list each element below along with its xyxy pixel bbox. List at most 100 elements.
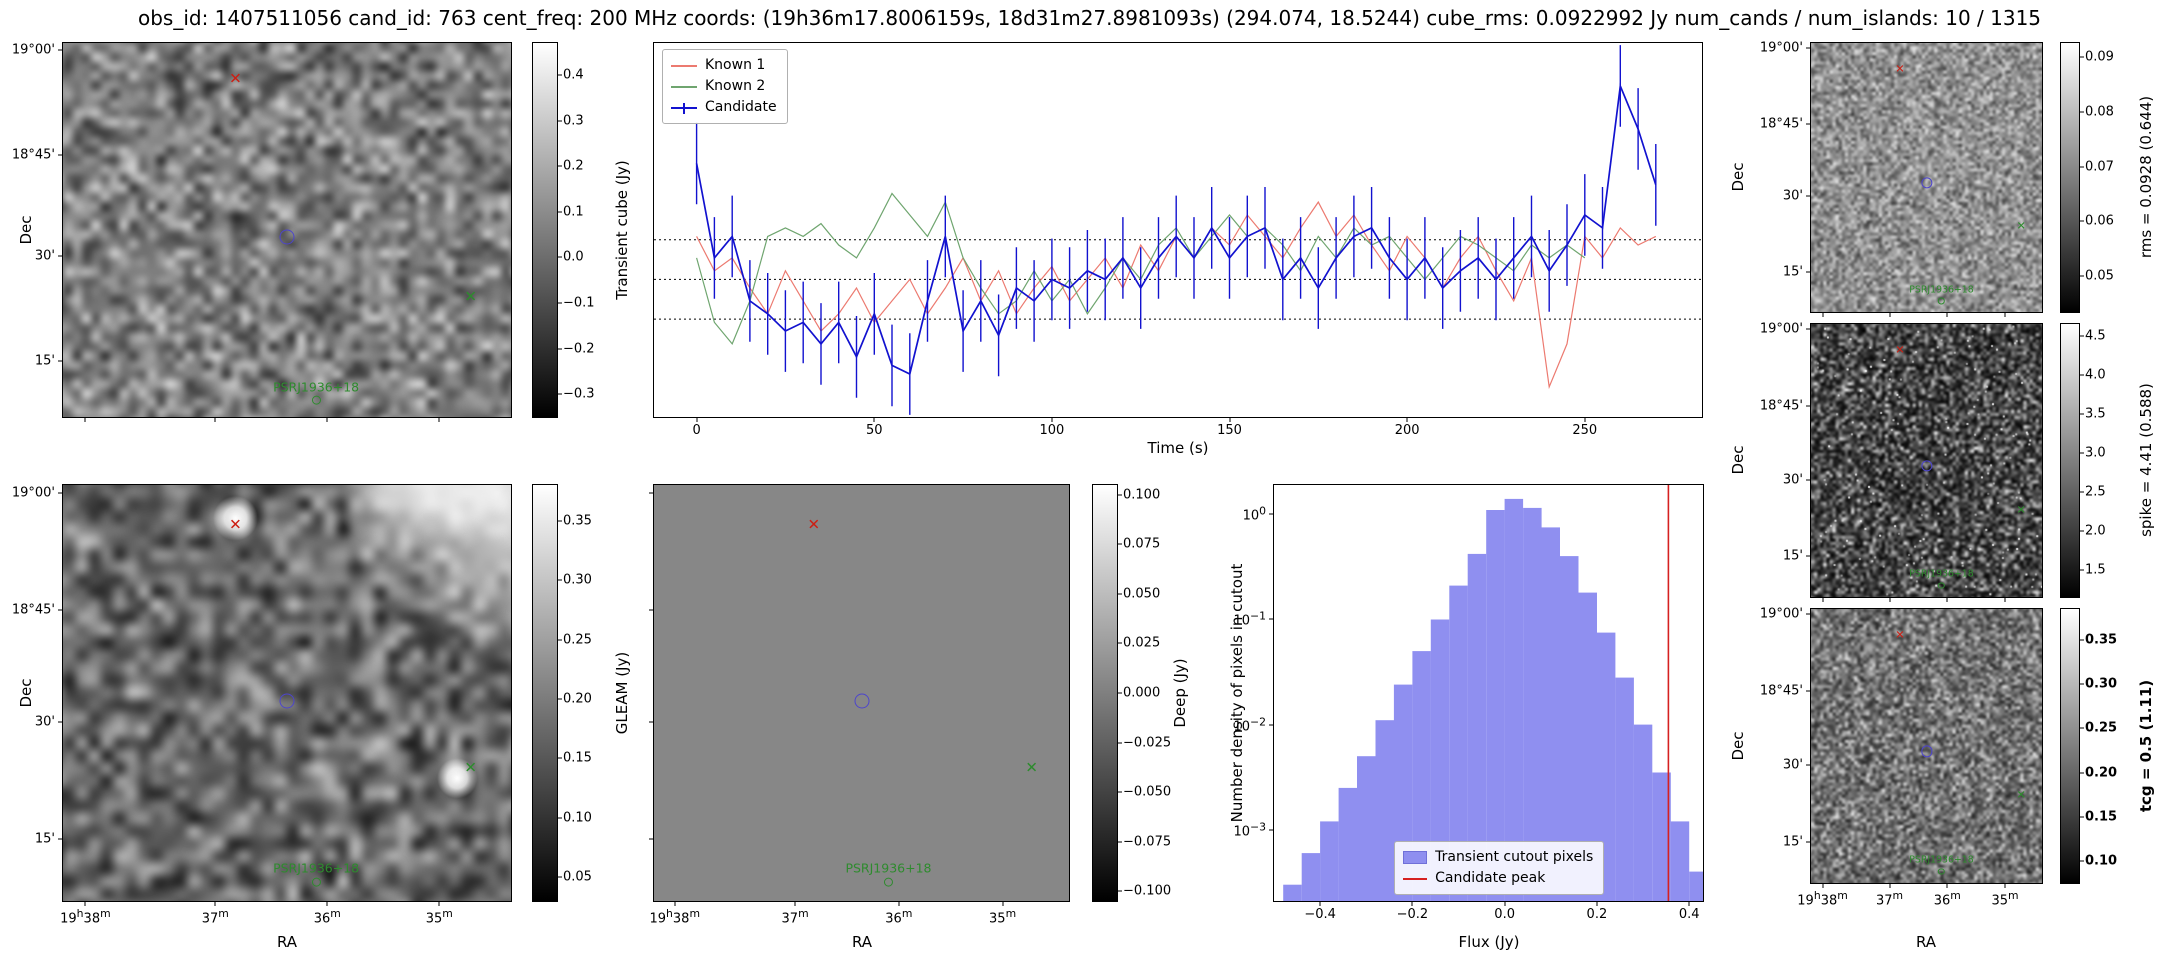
histogram-bar	[1596, 632, 1616, 901]
colorbar-tick: 0.30	[2085, 676, 2118, 692]
known-source-x-marker: ✕	[2016, 788, 2026, 802]
tick-mark	[1002, 901, 1004, 906]
dec-tick: 30'	[34, 714, 55, 730]
tick-mark	[326, 901, 328, 906]
tick-mark	[2079, 491, 2084, 493]
pulsar-marker: PSRJ1936+18	[845, 861, 931, 887]
colorbar-tick: 2.5	[2085, 484, 2106, 500]
known-source-x-marker: ✕	[1025, 758, 1038, 777]
histogram-bar	[1578, 592, 1597, 901]
colorbar-tick: 1.5	[2085, 562, 2106, 578]
colorbar-label-gleam: GLEAM (Jy)	[613, 651, 631, 735]
dec-axis-label: Dec	[1729, 445, 1747, 475]
tick-mark	[1806, 841, 1811, 843]
candidate-contour	[1920, 177, 1933, 189]
colorbar-tick: 0.25	[2085, 720, 2118, 736]
tick-mark	[438, 417, 440, 422]
tick-mark	[1411, 901, 1413, 906]
dec-axis-label: Dec	[17, 678, 35, 708]
tick-mark	[214, 417, 216, 422]
tick-mark	[557, 639, 562, 640]
tick-mark	[58, 838, 63, 840]
tick-mark	[1806, 613, 1811, 615]
tick-mark	[1117, 742, 1122, 744]
colorbar-tick: 0.10	[2085, 853, 2118, 869]
deep-image	[654, 485, 1069, 901]
density-tick: 10−3	[1233, 820, 1266, 840]
tick-mark	[557, 698, 562, 700]
tick-mark	[1269, 513, 1274, 515]
dec-tick: 15'	[1782, 264, 1803, 280]
tick-mark	[84, 417, 86, 422]
tick-mark	[2004, 597, 2006, 602]
ra-tick: 35m	[1991, 889, 2019, 909]
legend-entry: Known 2	[671, 76, 777, 97]
dec-tick: 18°45'	[1759, 398, 1803, 414]
tick-mark	[557, 520, 562, 522]
tick-mark	[1806, 195, 1811, 197]
legend-entry: Candidate	[671, 97, 777, 118]
tick-mark	[2079, 639, 2084, 641]
tick-mark	[2079, 860, 2084, 862]
gleam-noise-image	[63, 485, 511, 901]
tick-mark	[2079, 452, 2084, 454]
tick-mark	[1822, 597, 1824, 602]
tick-mark	[1117, 692, 1122, 694]
tick-mark	[1806, 123, 1811, 125]
legend-entry: Transient cutout pixels	[1403, 847, 1593, 868]
rms-colorbar: 0.09 0.08 0.07 0.06 0.05	[2060, 42, 2114, 313]
colorbar-tick: 0.100	[1123, 487, 1161, 503]
pulsar-marker: PSRJ1936+18	[273, 380, 359, 406]
legend-label: Known 1	[705, 57, 766, 73]
tick-mark	[1117, 791, 1122, 793]
spike-colorbar: 4.5 4.0 3.5 3.0 2.5 2.0 1.5	[2060, 323, 2106, 598]
tick-mark	[557, 256, 562, 258]
dec-tick: 30'	[34, 248, 55, 264]
colorbar-tick: 4.0	[2085, 367, 2106, 383]
dec-tick: 18°45'	[1759, 116, 1803, 132]
tick-mark	[2079, 374, 2084, 376]
tick-mark	[1889, 883, 1891, 888]
flux-histogram-plot: −0.4 −0.2 0.0 0.2 0.4 100 10−1 10−2 10−3 Transien…	[1233, 484, 1704, 922]
colorbar-tick: 3.0	[2085, 445, 2106, 461]
dec-axis-label: Dec	[1729, 162, 1747, 192]
tick-mark	[557, 348, 562, 350]
colorbar-tick: 4.5	[2085, 328, 2106, 344]
tick-mark	[1269, 829, 1274, 831]
ra-tick: 19h38m	[1797, 889, 1848, 909]
tick-mark	[2079, 683, 2084, 685]
histogram-bar	[1670, 821, 1690, 901]
tick-mark	[1889, 312, 1891, 317]
colorbar-tick: −0.075	[1123, 834, 1172, 850]
ra-tick: 36m	[313, 907, 341, 927]
known-source-x-marker: ✕	[464, 287, 477, 306]
histogram-bar	[1523, 507, 1542, 901]
flux-tick: 0.0	[1494, 907, 1515, 922]
histogram-legend: Transient cutout pixels Candidate peak	[1394, 841, 1605, 895]
tick-mark	[557, 302, 562, 304]
rms-map: ✕ ✕ PSRJ1936+18 19°00' 18°45' 30' 15'	[1760, 41, 2043, 317]
pulsar-circle	[1938, 867, 1945, 875]
dec-tick: 30'	[1782, 472, 1803, 488]
tick-mark	[696, 417, 698, 422]
tick-mark	[557, 757, 562, 759]
histogram-bar	[1689, 871, 1703, 901]
spike-map: ✕ ✕ PSRJ1936+18 19°00' 18°45' 30' 15'	[1760, 322, 2043, 602]
light-curve-plot: 0 50 100 150 200 250 Known 1 Known 2 Candidate	[653, 42, 1703, 438]
lightcurve-legend: Known 1 Known 2 Candidate	[662, 49, 788, 124]
time-tick: 150	[1217, 423, 1242, 438]
pulsar-marker: PSRJ1936+18	[1909, 855, 1974, 875]
tick-mark	[1806, 271, 1811, 273]
tick-mark	[326, 417, 328, 422]
pulsar-label: PSRJ1936+18	[1909, 568, 1974, 580]
pulsar-label: PSRJ1936+18	[1909, 283, 1974, 295]
histogram-bar	[1504, 498, 1524, 901]
red-x-marker: ✕	[1895, 628, 1905, 642]
colorbar-tick: 0.1	[563, 204, 584, 220]
density-tick: 100	[1242, 504, 1266, 524]
colorbar-tick: 0.05	[2085, 268, 2114, 284]
transient-cube-colorbar: 0.4 0.3 0.2 0.1 0.0 −0.1 −0.2 −0.3	[532, 42, 595, 418]
dec-tick: 15'	[1782, 834, 1803, 850]
colorbar-tick: 0.4	[563, 67, 584, 83]
known-source-x-marker: ✕	[2016, 503, 2026, 516]
